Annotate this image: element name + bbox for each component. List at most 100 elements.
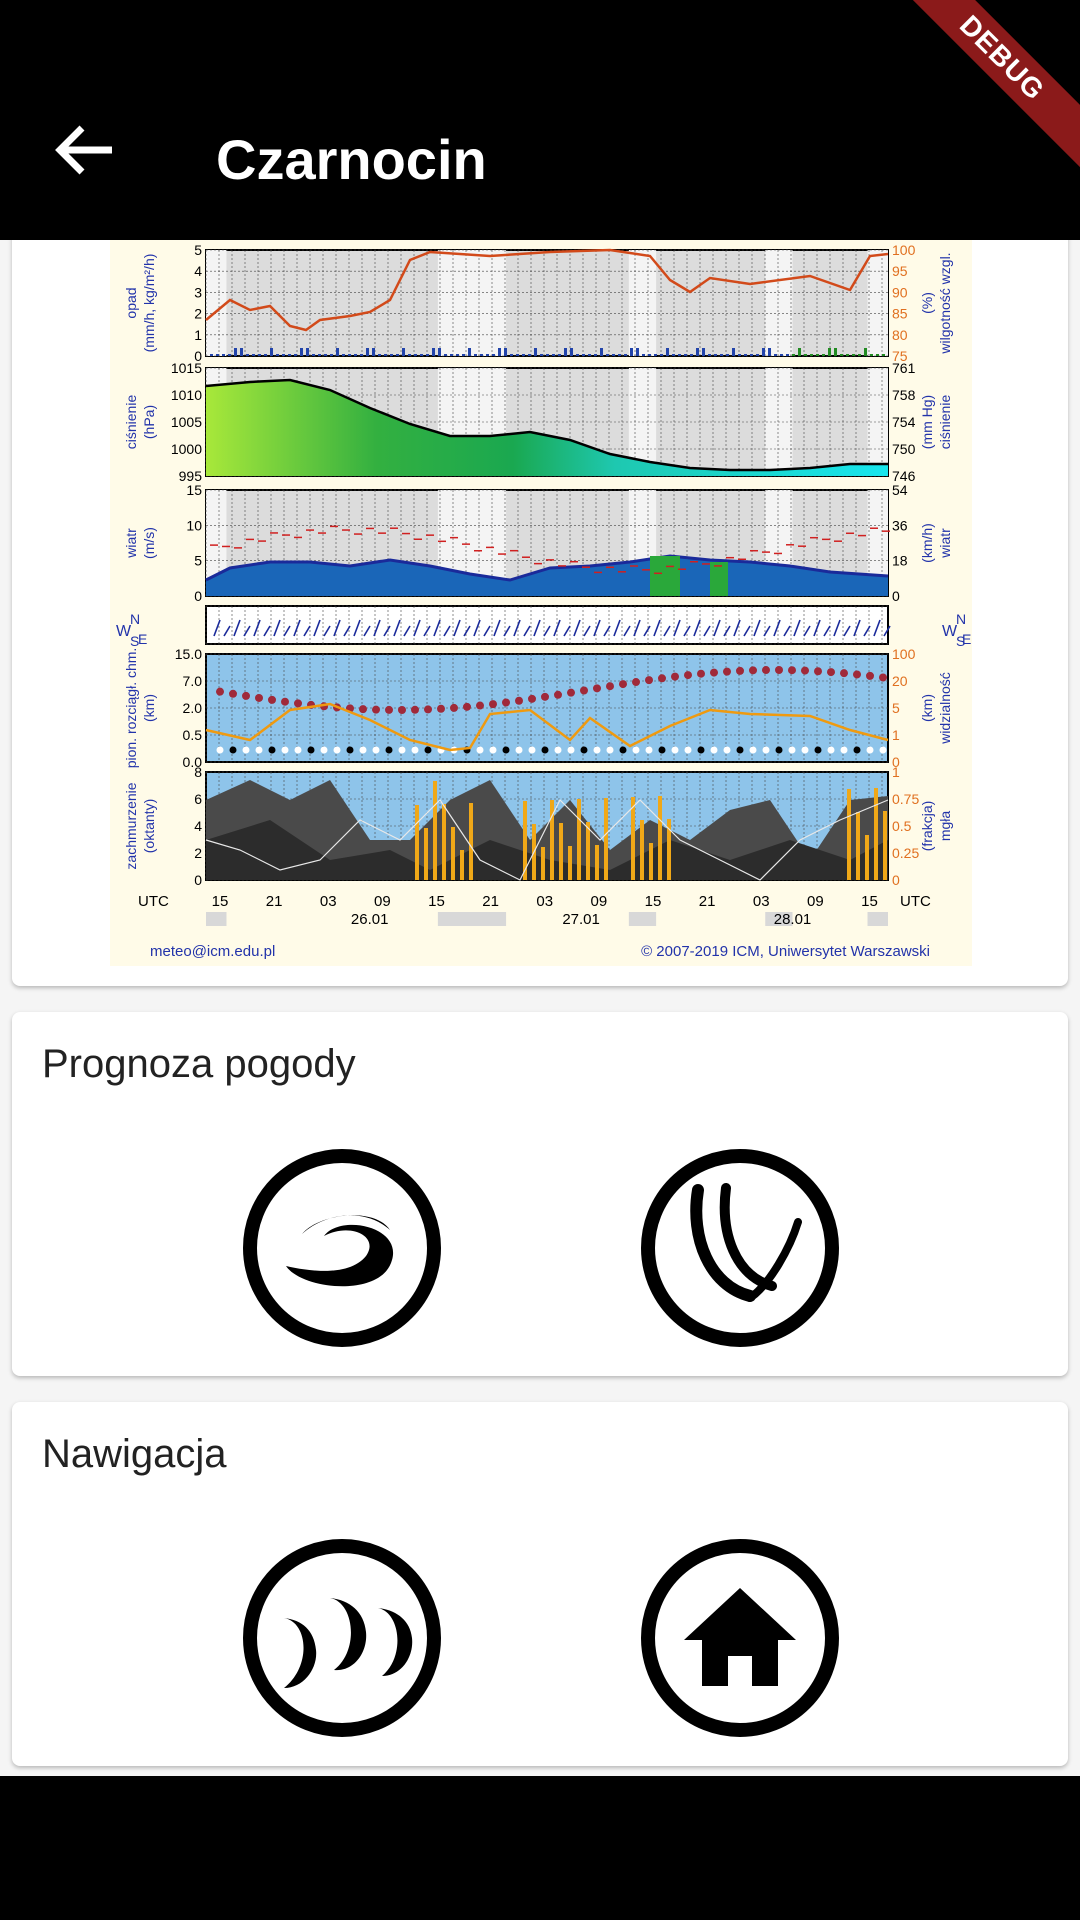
svg-text:wiatr: wiatr xyxy=(937,528,953,559)
tick-label-left: 2 xyxy=(194,306,202,322)
tick-label-left: 1000 xyxy=(171,441,202,457)
utc-label-left: UTC xyxy=(138,893,169,910)
tick-label-right: 80 xyxy=(892,327,908,343)
tick-label-left: 1 xyxy=(194,327,202,343)
tick-label-right: 754 xyxy=(892,414,916,430)
tick-label-right: 5 xyxy=(892,700,900,716)
tick-label-left: 1010 xyxy=(171,387,202,403)
meteogram-card: 5 4 3 2 1 0 100 95 90 85 80 75 opad (mm/h, kg/m²/h) (%… xyxy=(12,180,1068,986)
tick-label-left: 0 xyxy=(194,348,202,364)
tick-label-left: 0.0 xyxy=(183,754,203,770)
svg-text:ciśnienie: ciśnienie xyxy=(123,395,139,450)
tick-label-left: 8 xyxy=(194,764,202,780)
svg-text:(mm Hg): (mm Hg) xyxy=(919,395,935,449)
forecast-title: Prognoza pogody xyxy=(42,1042,356,1086)
system-navigation-bar xyxy=(0,1776,1080,1920)
tick-label-right: 0.5 xyxy=(892,818,912,834)
tick-label-left: 2 xyxy=(194,845,202,861)
tick-label-right: 758 xyxy=(892,387,916,403)
tick-label-right: 0 xyxy=(892,588,900,604)
svg-text:(oktanty): (oktanty) xyxy=(141,799,157,853)
svg-text:widzialność: widzialność xyxy=(937,672,953,745)
tick-label-right: 54 xyxy=(892,482,908,498)
meteogram-footer-left: meteo@icm.edu.pl xyxy=(150,943,275,960)
svg-text:(frakcja): (frakcja) xyxy=(919,801,935,852)
tick-label-left: 3 xyxy=(194,284,202,300)
tick-label-right: 761 xyxy=(892,360,916,376)
tick-label-left: 4 xyxy=(194,263,202,279)
date-label: 27.01 xyxy=(562,911,600,928)
tick-label-left: 15.0 xyxy=(175,646,202,662)
svg-text:N: N xyxy=(956,611,966,627)
tick-label-left: 10 xyxy=(186,517,202,533)
tick-label-left: 1015 xyxy=(171,360,202,376)
hour-tick-label: 09 xyxy=(374,893,391,910)
svg-text:(km/h): (km/h) xyxy=(919,523,935,563)
meteogram: 5 4 3 2 1 0 100 95 90 85 80 75 opad (mm/h, kg/m²/h) (%… xyxy=(110,240,972,966)
svg-text:zachmurzenie: zachmurzenie xyxy=(123,782,139,869)
home-icon[interactable] xyxy=(640,1538,840,1738)
tick-label-right: 75 xyxy=(892,348,908,364)
svg-text:S: S xyxy=(130,633,139,649)
tick-label-right: 0.25 xyxy=(892,845,919,861)
tick-label-right: 100 xyxy=(892,242,916,258)
svg-text:ciśnienie: ciśnienie xyxy=(937,395,953,450)
hour-tick-label: 21 xyxy=(699,893,716,910)
svg-text:W: W xyxy=(116,623,132,640)
tick-label-left: 995 xyxy=(179,468,203,484)
hour-tick-label: 21 xyxy=(266,893,283,910)
navigation-card: Nawigacja xyxy=(12,1402,1068,1766)
hour-tick-label: 09 xyxy=(591,893,608,910)
tick-label-right: 0 xyxy=(892,872,900,888)
tick-label-right: 90 xyxy=(892,284,908,300)
navigation-title: Nawigacja xyxy=(42,1432,227,1476)
svg-text:S: S xyxy=(956,633,965,649)
svg-text:W: W xyxy=(942,623,958,640)
tick-label-right: 36 xyxy=(892,517,908,533)
tick-label-right: 1 xyxy=(892,764,900,780)
tick-label-left: 15 xyxy=(186,482,202,498)
svg-text:opad: opad xyxy=(123,287,139,318)
tick-label-left: 2.0 xyxy=(183,700,203,716)
app-bar: Czarnocin xyxy=(0,0,1080,240)
hour-tick-label: 03 xyxy=(536,893,553,910)
tick-label-right: 85 xyxy=(892,306,908,322)
svg-text:E: E xyxy=(962,631,971,647)
utc-label-right: UTC xyxy=(900,893,931,910)
svg-text:wilgotność wzgl.: wilgotność wzgl. xyxy=(937,252,953,354)
arrow-back-icon[interactable] xyxy=(44,110,124,190)
hour-tick-label: 15 xyxy=(212,893,229,910)
svg-text:(km): (km) xyxy=(919,694,935,722)
meteogram-panel-4 xyxy=(205,605,889,645)
tick-label-left: 0 xyxy=(194,872,202,888)
windy-icon[interactable] xyxy=(640,1148,840,1348)
forecast-card: Prognoza pogody xyxy=(12,1012,1068,1376)
tick-label-left: 1005 xyxy=(171,414,202,430)
debug-banner: DEBUG xyxy=(880,0,1080,200)
svg-text:(hPa): (hPa) xyxy=(141,405,157,439)
svg-text:N: N xyxy=(130,611,140,627)
hour-tick-label: 21 xyxy=(482,893,499,910)
date-label: 28.01 xyxy=(774,911,812,928)
svg-text:pion. rozciągł. chm.: pion. rozciągł. chm. xyxy=(123,648,139,769)
svg-text:(%): (%) xyxy=(919,292,935,314)
svg-text:wiatr: wiatr xyxy=(123,528,139,559)
tick-label-left: 4 xyxy=(194,818,202,834)
tick-label-left: 0 xyxy=(194,588,202,604)
moon-phases-icon[interactable] xyxy=(242,1538,442,1738)
hour-tick-label: 15 xyxy=(861,893,878,910)
hour-tick-label: 03 xyxy=(320,893,337,910)
tick-label-right: 0 xyxy=(892,754,900,770)
svg-text:(km): (km) xyxy=(141,694,157,722)
tick-label-left: 5 xyxy=(194,553,202,569)
tick-label-right: 100 xyxy=(892,646,916,662)
svg-text:(m/s): (m/s) xyxy=(141,527,157,559)
tick-label-right: 0.75 xyxy=(892,791,919,807)
hour-tick-label: 03 xyxy=(753,893,770,910)
cyclone-icon[interactable] xyxy=(242,1148,442,1348)
tick-label-left: 7.0 xyxy=(183,673,203,689)
tick-label-left: 5 xyxy=(194,242,202,258)
tick-label-right: 18 xyxy=(892,553,908,569)
tick-label-right: 746 xyxy=(892,468,916,484)
